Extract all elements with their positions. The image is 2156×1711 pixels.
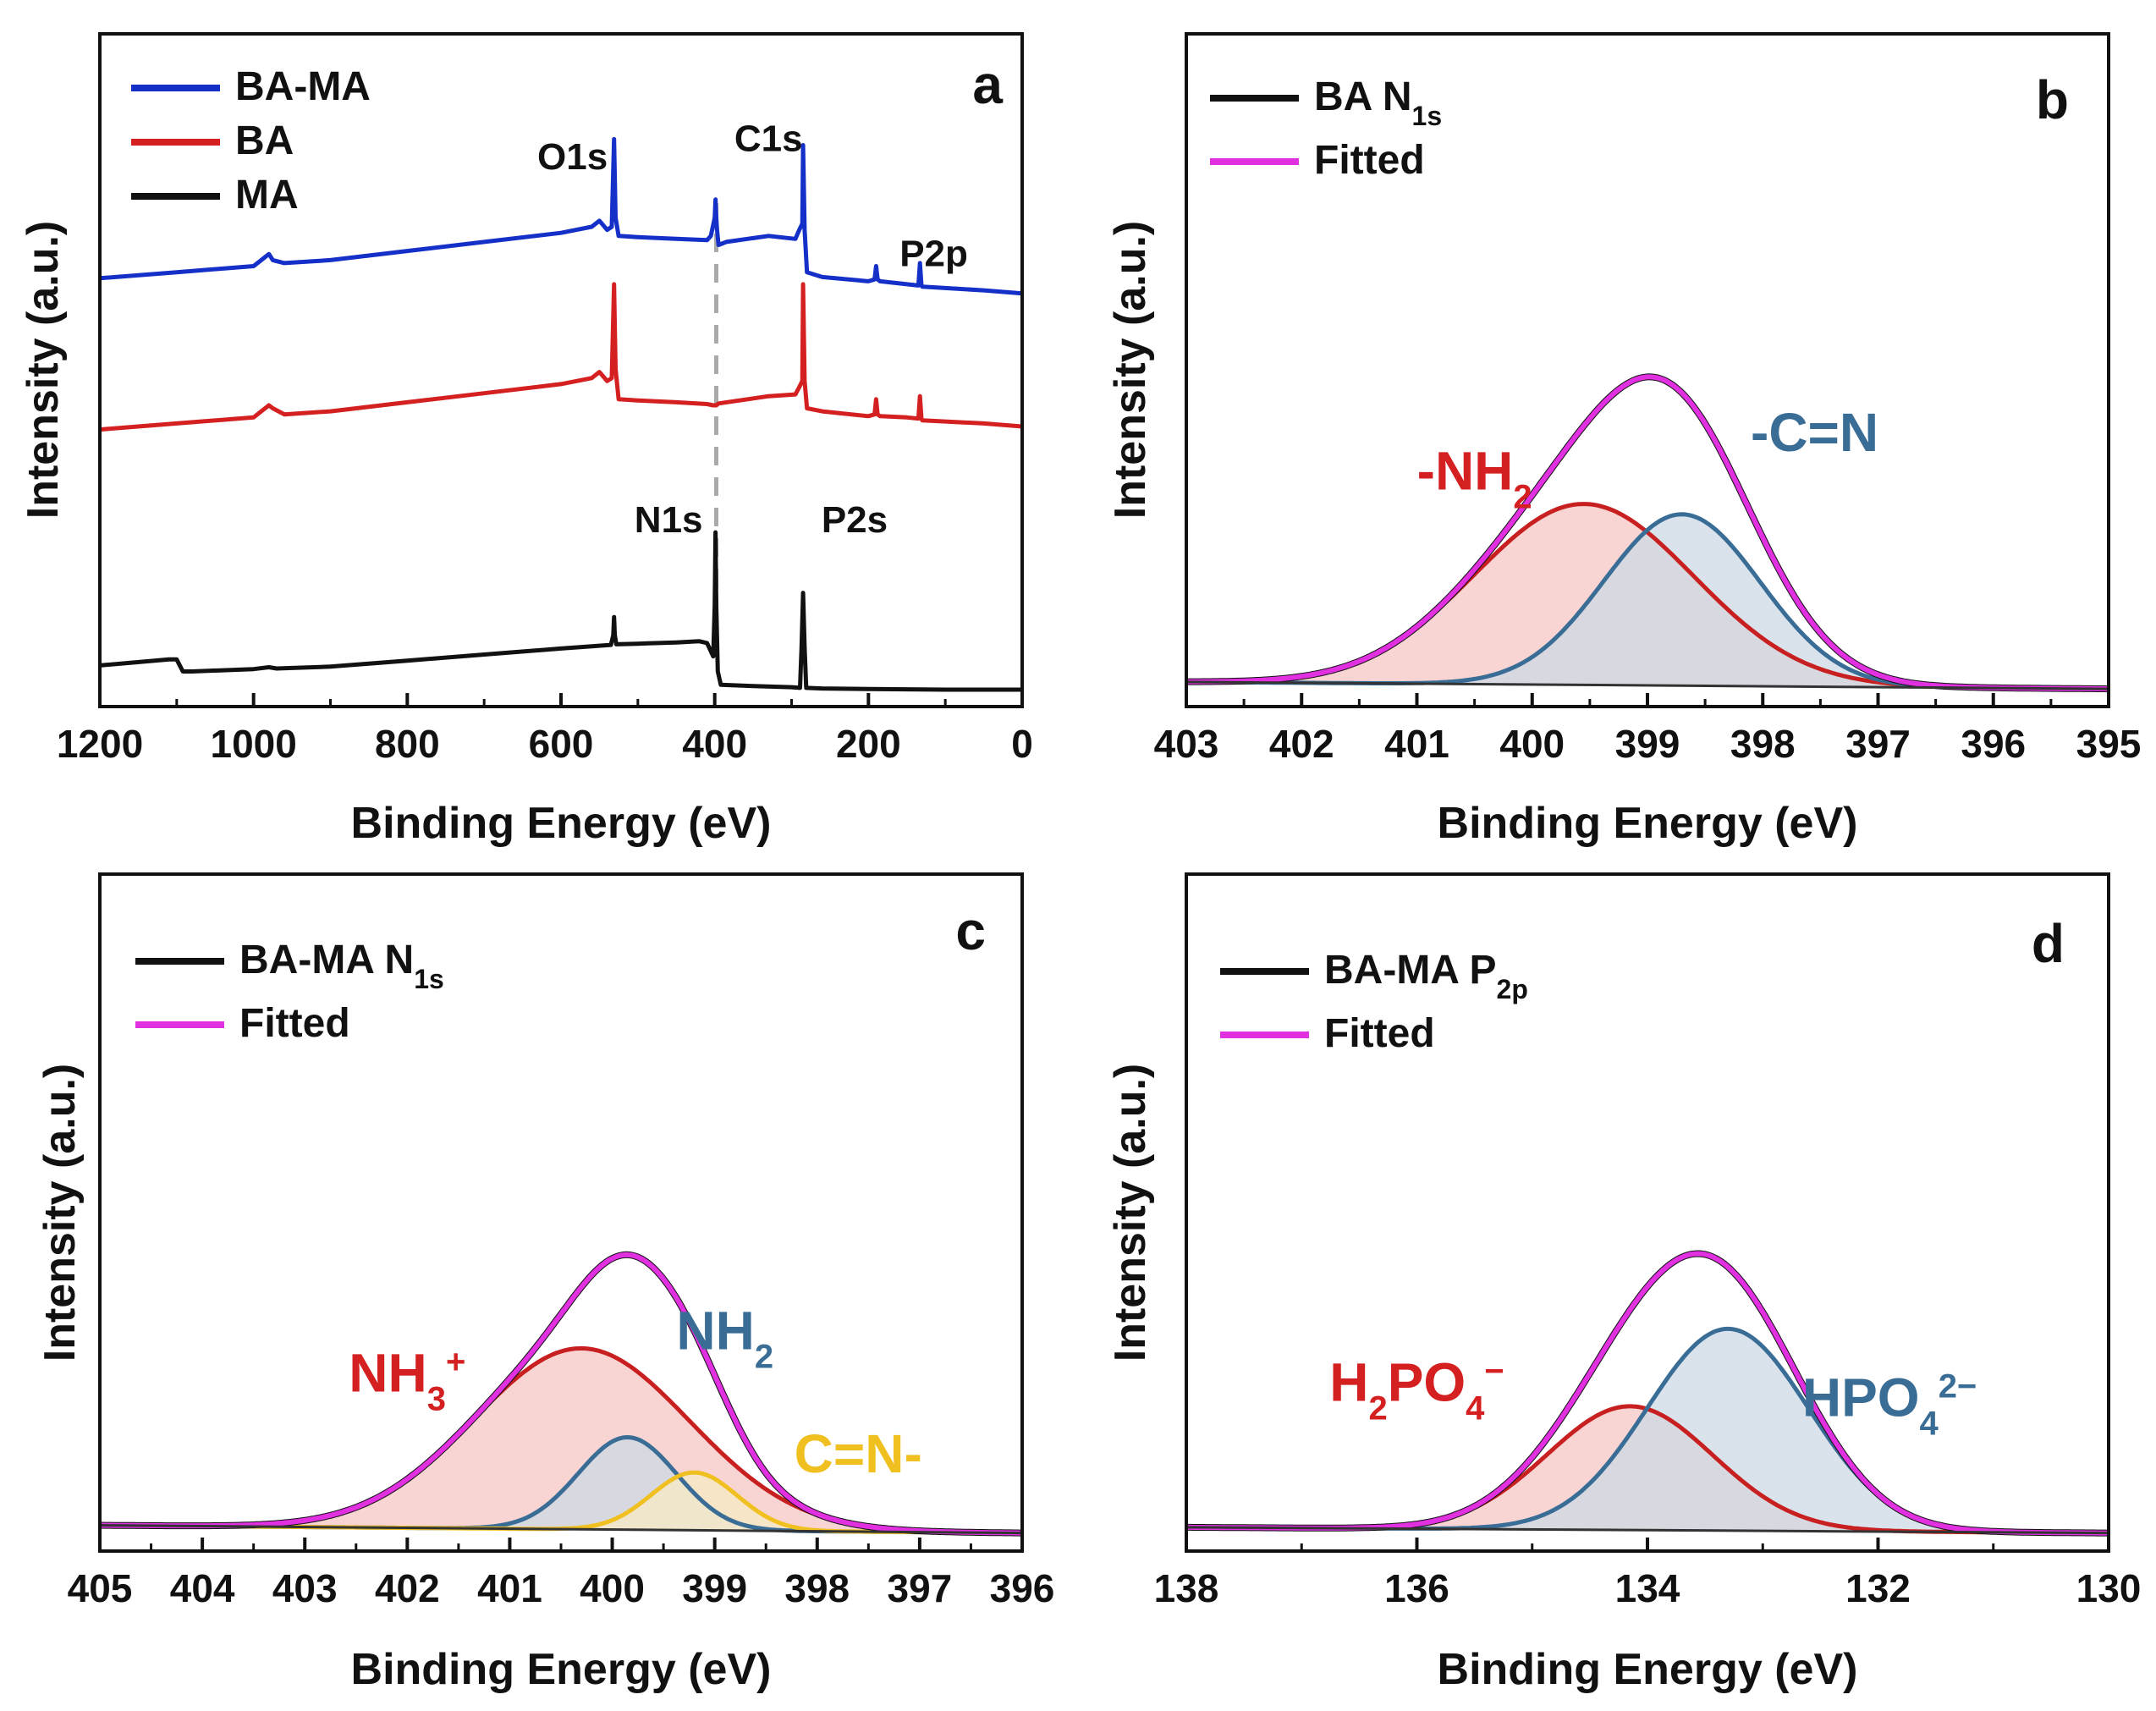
panel-b-ba-n1s-spectrum: -NH2 -C=N b Binding Energy (eV) Intensity… (1106, 32, 2142, 848)
panel-b-x-tick-label: 403 (1154, 722, 1219, 766)
component-label-c-0: NH3+ (349, 1343, 465, 1418)
panel-b-letter: b (2036, 69, 2069, 130)
baseline-line-b (1185, 680, 2109, 690)
panel-c-x-tick-label: 400 (580, 1566, 645, 1610)
panel-d-x-tick-label: 134 (1615, 1566, 1680, 1610)
panel-b-x-tick-label: 401 (1384, 722, 1449, 766)
series-line-ma (99, 530, 1022, 692)
panel-a-x-tick-label: 800 (375, 722, 440, 766)
panel-c-x-tick-label: 397 (888, 1566, 953, 1610)
panel-b-x-tick-label: 399 (1615, 722, 1680, 766)
component-label-d-0: H2PO4− (1329, 1352, 1504, 1428)
panel-c-x-tick-label: 399 (682, 1566, 747, 1610)
legend-label-b-1: Fitted (1314, 138, 1425, 183)
panel-a-x-tick-label: 400 (682, 722, 747, 766)
panel-d-x-tick-label: 130 (2076, 1566, 2142, 1610)
legend-label-a-1: BA (235, 118, 294, 163)
panel-c-x-tick-label: 401 (477, 1566, 542, 1610)
panel-c-x-tick-label: 404 (170, 1566, 235, 1610)
panel-c-y-axis-title: Intensity (a.u.) (36, 1064, 85, 1362)
panel-b-x-tick-label: 395 (2076, 722, 2142, 766)
panel-d-x-tick-label: 138 (1154, 1566, 1219, 1610)
peak-label-p2p: P2p (899, 234, 968, 275)
panel-b-x-tick-label: 398 (1730, 722, 1796, 766)
peak-label-o1s: O1s (537, 136, 608, 178)
panel-a-x-axis-title: Binding Energy (eV) (351, 799, 772, 848)
component-fill-c-0 (100, 1348, 1022, 1533)
panel-a-x-tick-label: 200 (836, 722, 901, 766)
component-fill-c-1 (100, 1437, 1022, 1533)
peak-label-n1s: N1s (635, 499, 703, 541)
baseline-line-c (99, 1524, 1023, 1535)
panel-d-x-tick-label: 136 (1384, 1566, 1449, 1610)
legend-label-c-0: BA-MA N1s (239, 938, 444, 994)
legend-label-c-1: Fitted (239, 1001, 350, 1046)
legend-label-d-1: Fitted (1324, 1011, 1435, 1056)
panel-d-x-axis-title: Binding Energy (eV) (1438, 1645, 1858, 1694)
panel-c-x-tick-label: 398 (784, 1566, 850, 1610)
panel-a-y-axis-title: Intensity (a.u.) (19, 221, 68, 519)
panel-b-x-axis-title: Binding Energy (eV) (1438, 799, 1858, 848)
panel-a-legend: BA-MA BA MA (131, 64, 371, 217)
panel-c-x-tick-label: 402 (375, 1566, 440, 1610)
component-label-b-0: -NH2 (1417, 440, 1532, 515)
component-label-d-1: HPO42− (1802, 1367, 1977, 1443)
panel-c-x-axis-title: Binding Energy (eV) (351, 1645, 772, 1694)
panel-c-x-tick-label: 405 (68, 1566, 133, 1610)
panel-c-plot-layer: NH3+ NH2 C=N- (99, 1251, 1023, 1537)
panel-c-letter: c (955, 900, 986, 961)
panel-b-x-tick-label: 400 (1499, 722, 1565, 766)
panel-b-x-tick-label: 402 (1269, 722, 1334, 766)
panel-b-y-axis-title: Intensity (a.u.) (1106, 221, 1155, 519)
panel-d-letter: d (2032, 913, 2065, 974)
panel-a-letter: a (972, 54, 1003, 115)
panel-d-plot-layer: H2PO4− HPO42− (1185, 1250, 2109, 1537)
legend-label-b-0: BA N1s (1314, 74, 1442, 131)
panel-a-survey-spectrum: O1s C1s P2p N1s P2s a Binding Energy (eV) In… (19, 32, 1033, 848)
legend-label-d-0: BA-MA P2p (1324, 948, 1528, 1004)
panel-d-x-tick-label: 132 (1845, 1566, 1911, 1610)
series-line-ba (99, 282, 1023, 432)
component-label-c-2: C=N- (795, 1423, 922, 1484)
panel-d-y-axis-title: Intensity (a.u.) (1106, 1064, 1155, 1362)
panel-a-plot-layer: O1s C1s P2p N1s P2s (99, 118, 1023, 692)
component-fill-b-1 (1186, 514, 2109, 690)
legend-label-a-0: BA-MA (235, 64, 371, 109)
peak-label-p2s: P2s (822, 499, 888, 541)
panel-a-x-tick-label: 1200 (57, 722, 143, 766)
panel-d-legend: BA-MA P2p Fitted (1220, 948, 1528, 1056)
panel-b-legend: BA N1s Fitted (1210, 74, 1442, 183)
panel-a-x-tick-label: 600 (529, 722, 594, 766)
panel-c-x-tick-label: 403 (272, 1566, 338, 1610)
panel-a-x-tick-label: 1000 (210, 722, 296, 766)
panel-b-x-tick-label: 397 (1845, 722, 1911, 766)
panel-c-ba-ma-n1s-spectrum: NH3+ NH2 C=N- c Binding Energy (eV) Intens… (36, 872, 1055, 1694)
component-label-b-1: -C=N (1751, 402, 1878, 463)
panel-b-x-tick-label: 396 (1961, 722, 2026, 766)
panel-c-legend: BA-MA N1s Fitted (135, 938, 444, 1046)
legend-label-a-2: MA (235, 173, 299, 217)
peak-label-c1s: C1s (734, 118, 803, 160)
panel-c-x-tick-label: 396 (990, 1566, 1055, 1610)
baseline-line-d (1185, 1526, 2109, 1535)
panel-d-ba-ma-p2p-spectrum: H2PO4− HPO42− d Binding Energy (eV) Inten… (1106, 872, 2142, 1694)
fitted-envelope-line-c (100, 1252, 1022, 1536)
component-fill-d-1 (1186, 1329, 2109, 1533)
series-line-ba-ma (99, 136, 1023, 296)
panel-a-x-tick-label: 0 (1011, 722, 1033, 766)
panel-b-plot-layer: -NH2 -C=N (1185, 373, 2109, 693)
component-label-c-1: NH2 (676, 1301, 773, 1376)
